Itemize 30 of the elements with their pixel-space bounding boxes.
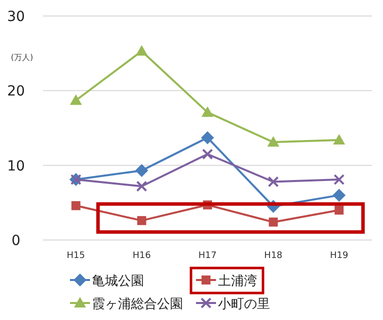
point: [333, 134, 346, 144]
legend-label: 霞ヶ浦総合公園: [92, 297, 183, 312]
point: [267, 136, 280, 147]
y-tick-label: 10: [7, 158, 25, 174]
point: [201, 131, 214, 144]
point: [202, 148, 213, 160]
point: [137, 216, 146, 226]
legend-label: 土浦湾: [218, 273, 257, 289]
y-tick-label: 30: [7, 9, 25, 25]
point: [70, 94, 82, 105]
point: [334, 174, 345, 186]
point: [136, 45, 148, 56]
x-tick-label: H17: [198, 251, 217, 261]
x-tick-label: H16: [132, 251, 152, 261]
point: [268, 176, 279, 188]
y-axis-title: (万人): [10, 53, 34, 62]
point: [202, 106, 214, 117]
point: [268, 218, 278, 227]
x-tick-label: H18: [264, 251, 283, 261]
point: [334, 206, 344, 215]
legend-label: 小町の里: [218, 297, 270, 312]
x-tick-label: H15: [66, 251, 86, 261]
point: [135, 164, 148, 178]
y-tick-label: 0: [12, 233, 20, 249]
x-tick-label: H19: [330, 251, 348, 261]
y-tick-label: 20: [7, 84, 25, 100]
point: [136, 180, 148, 192]
point: [332, 188, 346, 202]
legend-label: 亀城公園: [92, 274, 144, 289]
point: [71, 201, 80, 210]
